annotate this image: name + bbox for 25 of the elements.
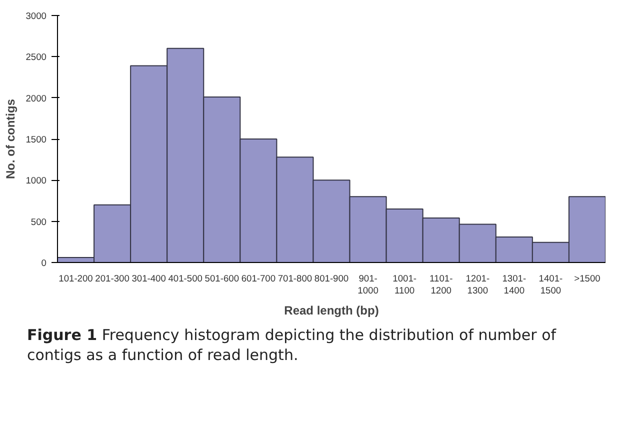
y-tick-label: 1500 [26,134,47,144]
y-tick-label: 2500 [26,52,47,62]
x-tick-label: 801-900 [314,274,349,284]
x-tick-label: 901-1000 [358,274,378,296]
x-tick-label: 301-400 [132,274,166,284]
y-tick-label: 500 [30,216,47,227]
x-tick-label: 1201-1300 [466,274,490,296]
x-tick-label: 201-300 [95,274,130,284]
caption: Figure 1 Frequency histogram depicting the distribution of number of contigs as a function of read length. [27,325,558,366]
x-tick-label: 1301-1400 [502,274,526,296]
x-tick-label: 601-700 [241,274,276,284]
x-tick-label: 501-600 [204,274,240,284]
x-tick-label: 701-800 [278,274,312,284]
y-tick-label: 3000 [26,11,47,21]
y-axis-title: No. of contigs [4,98,18,179]
y-tick-label: 2000 [26,93,47,104]
y-tick-label: 0 [41,258,47,268]
x-tick-label: 101-200 [58,274,93,284]
x-tick-label: >1500 [574,274,600,284]
x-axis-title: Read length (bp) [284,304,379,318]
x-tick-label: 1101-1200 [430,274,453,296]
x-tick-label: 401-500 [168,274,202,284]
y-tick-label: 1000 [26,176,47,186]
x-tick-label: 1001-1100 [392,274,416,296]
x-tick-label: 1401-1500 [538,274,563,296]
